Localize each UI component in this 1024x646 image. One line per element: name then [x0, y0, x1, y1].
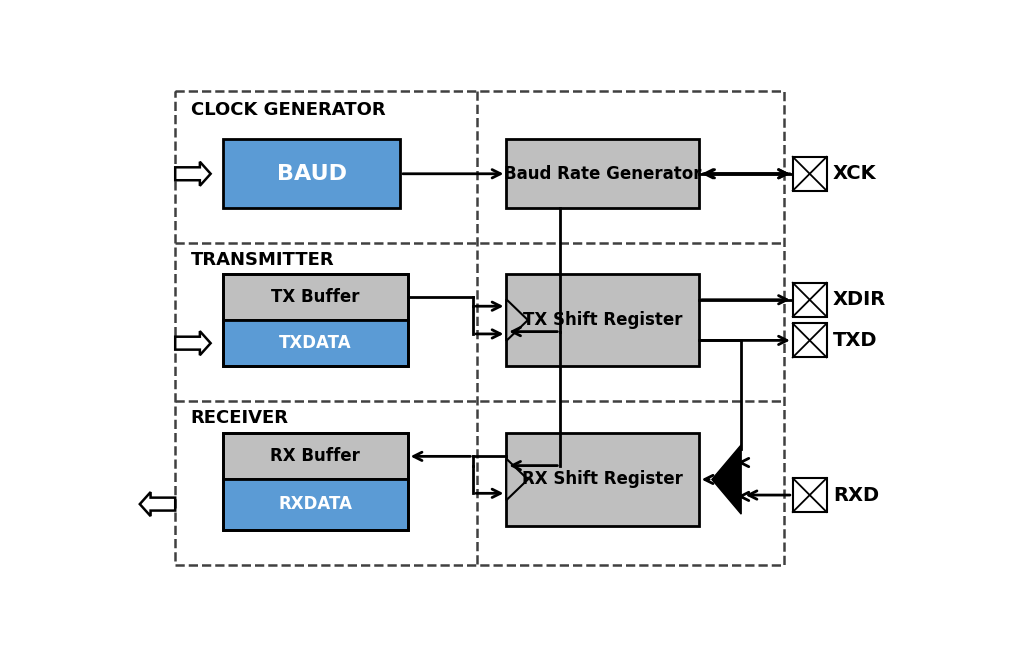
- Text: Baud Rate Generator: Baud Rate Generator: [504, 165, 701, 183]
- FancyArrow shape: [175, 162, 211, 186]
- Bar: [793, 324, 826, 357]
- Text: XCK: XCK: [833, 164, 877, 183]
- Bar: [223, 320, 408, 366]
- Text: TXD: TXD: [833, 331, 878, 350]
- FancyArrow shape: [140, 492, 175, 516]
- Bar: [506, 139, 698, 209]
- Text: BAUD: BAUD: [276, 164, 346, 183]
- Text: XDIR: XDIR: [833, 290, 886, 309]
- Text: RXD: RXD: [833, 486, 879, 505]
- Text: TRANSMITTER: TRANSMITTER: [190, 251, 334, 269]
- Polygon shape: [506, 299, 528, 341]
- Text: RX Shift Register: RX Shift Register: [522, 470, 683, 488]
- Text: RECEIVER: RECEIVER: [190, 409, 289, 426]
- Bar: [793, 478, 826, 512]
- Bar: [506, 433, 698, 526]
- Bar: [223, 433, 408, 530]
- Text: TXDATA: TXDATA: [280, 334, 351, 352]
- Text: TX Buffer: TX Buffer: [271, 288, 359, 306]
- Bar: [175, 91, 783, 565]
- Bar: [223, 433, 408, 479]
- Bar: [223, 274, 408, 366]
- Text: RX Buffer: RX Buffer: [270, 448, 360, 465]
- Text: RXDATA: RXDATA: [279, 495, 352, 513]
- Polygon shape: [712, 445, 741, 514]
- Bar: [793, 157, 826, 191]
- Bar: [223, 479, 408, 530]
- Bar: [793, 283, 826, 317]
- Polygon shape: [506, 459, 528, 500]
- Text: TX Shift Register: TX Shift Register: [523, 311, 682, 329]
- FancyArrow shape: [175, 331, 211, 355]
- Bar: [506, 274, 698, 366]
- Text: CLOCK GENERATOR: CLOCK GENERATOR: [190, 101, 385, 119]
- Bar: [223, 274, 408, 320]
- Bar: [223, 139, 400, 209]
